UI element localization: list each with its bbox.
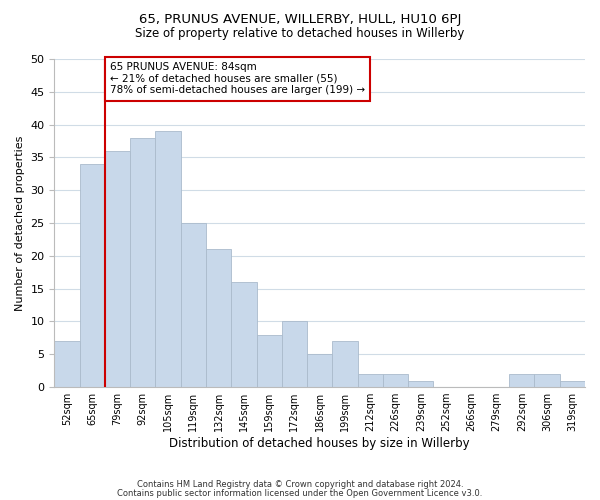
Text: 65 PRUNUS AVENUE: 84sqm
← 21% of detached houses are smaller (55)
78% of semi-de: 65 PRUNUS AVENUE: 84sqm ← 21% of detache… — [110, 62, 365, 96]
Bar — [332, 341, 358, 387]
Bar — [105, 151, 130, 387]
Bar — [307, 354, 332, 387]
Bar — [358, 374, 383, 387]
X-axis label: Distribution of detached houses by size in Willerby: Distribution of detached houses by size … — [169, 437, 470, 450]
Text: Contains public sector information licensed under the Open Government Licence v3: Contains public sector information licen… — [118, 488, 482, 498]
Bar — [560, 380, 585, 387]
Bar — [509, 374, 535, 387]
Text: Contains HM Land Registry data © Crown copyright and database right 2024.: Contains HM Land Registry data © Crown c… — [137, 480, 463, 489]
Bar — [383, 374, 408, 387]
Bar — [408, 380, 433, 387]
Bar — [231, 282, 257, 387]
Bar — [130, 138, 155, 387]
Bar — [155, 131, 181, 387]
Text: Size of property relative to detached houses in Willerby: Size of property relative to detached ho… — [136, 28, 464, 40]
Bar — [257, 334, 282, 387]
Bar — [535, 374, 560, 387]
Y-axis label: Number of detached properties: Number of detached properties — [15, 136, 25, 310]
Bar — [80, 164, 105, 387]
Bar — [282, 322, 307, 387]
Bar — [206, 250, 231, 387]
Bar — [55, 341, 80, 387]
Bar — [181, 223, 206, 387]
Text: 65, PRUNUS AVENUE, WILLERBY, HULL, HU10 6PJ: 65, PRUNUS AVENUE, WILLERBY, HULL, HU10 … — [139, 12, 461, 26]
